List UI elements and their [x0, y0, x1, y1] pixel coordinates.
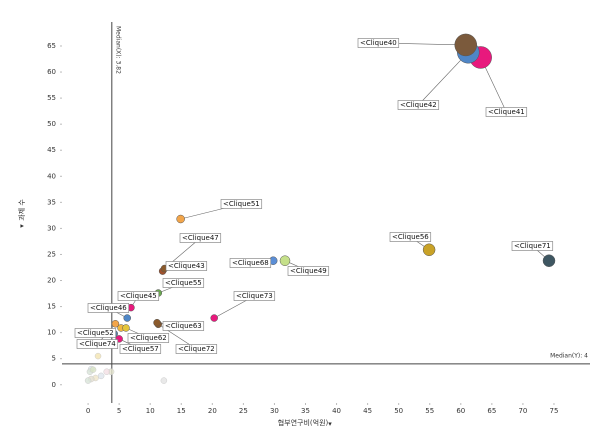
- x-tick-label: 70: [518, 407, 527, 415]
- x-tick-label: 60: [456, 407, 465, 415]
- label-box: [87, 303, 130, 313]
- x-tick-label: 75: [550, 407, 559, 415]
- point-label: <Clique52: [77, 329, 114, 337]
- bubble: [279, 255, 291, 266]
- label-box: [162, 278, 205, 288]
- label-box: [127, 333, 170, 343]
- label-box: [165, 261, 208, 271]
- bubble: [176, 214, 185, 224]
- point-label: <Clique43: [168, 262, 205, 270]
- label-box: [287, 266, 330, 276]
- y-tick-label: 45: [47, 146, 56, 154]
- bubble: [97, 372, 105, 380]
- x-tick-label: 5: [117, 407, 121, 415]
- labels: <Clique57 <Clique74 <Clique52 <Clique62 <Cli…: [74, 38, 554, 354]
- point-label: <Clique57: [122, 345, 159, 353]
- point-label: <Clique49: [290, 267, 327, 275]
- x-tick-label: 25: [239, 407, 248, 415]
- point-label: <Clique41: [488, 108, 525, 116]
- x-tick-label: 0: [86, 407, 90, 415]
- y-axis-label: 과제 수: [17, 199, 26, 221]
- label-box: [179, 233, 222, 243]
- bubble: [84, 377, 92, 384]
- label-box: [485, 107, 528, 117]
- x-tick-label: 30: [270, 407, 279, 415]
- point-label: <Clique40: [360, 39, 397, 47]
- label-box: [233, 291, 276, 301]
- y-tick-label: 55: [47, 94, 56, 102]
- y-tick-label: 20: [47, 277, 56, 285]
- median-x-label: Median(X): 3.82: [114, 26, 121, 74]
- label-box: [117, 291, 160, 301]
- point-label: <Clique68: [232, 259, 269, 267]
- y-tick-label: 40: [47, 172, 56, 180]
- point-label: <Clique62: [130, 334, 167, 342]
- y-tick-label: 35: [47, 198, 56, 206]
- bubble: [122, 324, 130, 332]
- label-box: [229, 258, 272, 268]
- bubble: [160, 377, 168, 384]
- leader-line: [418, 52, 469, 106]
- point-label: <Clique74: [79, 340, 116, 348]
- label-box: [162, 321, 205, 331]
- bubble: [89, 366, 97, 373]
- bubble: [111, 320, 120, 328]
- point-label: <Clique71: [514, 242, 551, 250]
- y-tick-label: 50: [47, 120, 56, 128]
- x-tick-label: 15: [177, 407, 186, 415]
- points: [84, 33, 556, 384]
- x-tick-label: 35: [301, 407, 310, 415]
- y-axis-dropdown[interactable]: ▾: [18, 224, 26, 228]
- median-y-label: Median(Y): 4: [550, 352, 588, 359]
- x-tick-label: 10: [146, 407, 155, 415]
- label-box: [511, 241, 554, 251]
- label-box: [76, 339, 119, 349]
- y-tick-label: 5: [52, 355, 56, 363]
- x-tick-label: 40: [332, 407, 341, 415]
- y-tick-label: 0: [52, 381, 56, 389]
- label-box: [74, 328, 117, 338]
- y-tick-label: 25: [47, 250, 56, 258]
- point-label: <Clique42: [400, 101, 437, 109]
- bubble: [94, 352, 102, 360]
- point-label: <Clique72: [178, 345, 215, 353]
- point-label: <Clique46: [90, 304, 127, 312]
- bubble: [123, 314, 131, 322]
- x-tick-label: 45: [363, 407, 372, 415]
- bubble: [103, 368, 110, 375]
- x-axis-dropdown[interactable]: ▾: [328, 420, 332, 428]
- point-label: <Clique63: [165, 322, 202, 330]
- label-box: [397, 100, 440, 110]
- bubble: [153, 318, 161, 327]
- y-tick-label: 30: [47, 224, 56, 232]
- y-tick-label: 60: [47, 68, 56, 76]
- y-tick-label: 65: [47, 42, 56, 50]
- leaders: [95, 42, 550, 350]
- point-label: <Clique45: [120, 292, 157, 300]
- label-box: [119, 344, 162, 354]
- label-box: [175, 344, 218, 354]
- y-tick-label: 10: [47, 329, 56, 337]
- label-box: [357, 38, 400, 48]
- x-tick-label: 55: [425, 407, 434, 415]
- bubble: [454, 33, 478, 57]
- x-axis-label: 협부연구비(억원): [278, 418, 329, 427]
- point-label: <Clique55: [165, 279, 202, 287]
- bubble: [542, 254, 556, 267]
- bubble: [210, 314, 218, 322]
- point-label: <Clique51: [223, 200, 260, 208]
- y-tick-label: 15: [47, 303, 56, 311]
- label-box: [220, 199, 263, 209]
- x-tick-label: 20: [208, 407, 217, 415]
- point-label: <Clique56: [392, 233, 429, 241]
- label-box: [389, 232, 432, 242]
- x-tick-label: 50: [394, 407, 403, 415]
- bubble: [422, 243, 436, 257]
- point-label: <Clique73: [236, 292, 273, 300]
- point-label: <Clique47: [182, 234, 219, 242]
- x-tick-label: 65: [487, 407, 496, 415]
